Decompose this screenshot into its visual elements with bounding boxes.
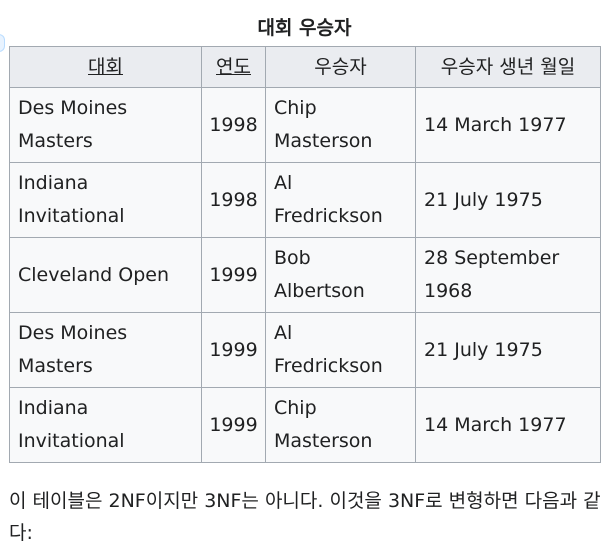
cell-winner: Al Fredrickson — [265, 162, 416, 238]
tournament-winners-table: 대회 연도 우승자 우승자 생년 월일 Des Moines Masters 1… — [9, 46, 601, 463]
cell-winner: Al Fredrickson — [265, 312, 416, 388]
header-winner-dob: 우승자 생년 월일 — [415, 46, 601, 88]
body-paragraph: 이 테이블은 2NF이지만 3NF는 아니다. 이것을 3NF로 변형하면 다음… — [9, 490, 601, 544]
side-tab-marker — [0, 34, 5, 52]
cell-winner-dob: 14 March 1977 — [415, 87, 601, 163]
cell-tournament: Indiana Invitational — [9, 162, 202, 238]
cell-winner: Chip Masterson — [265, 387, 416, 463]
cell-year: 1999 — [201, 312, 266, 388]
table-row: Cleveland Open 1999 Bob Albertson 28 Sep… — [9, 237, 601, 313]
header-tournament[interactable]: 대회 — [9, 46, 202, 88]
cell-winner-dob: 21 July 1975 — [415, 312, 601, 388]
table-row: Indiana Invitational 1999 Chip Masterson… — [9, 387, 601, 463]
table-row: Des Moines Masters 1998 Chip Masterson 1… — [9, 87, 601, 163]
sort-link-tournament[interactable]: 대회 — [88, 55, 123, 78]
cell-year: 1998 — [201, 162, 266, 238]
cell-year: 1999 — [201, 387, 266, 463]
cell-tournament: Des Moines Masters — [9, 87, 202, 163]
cell-year: 1999 — [201, 237, 266, 313]
header-winner: 우승자 — [265, 46, 416, 88]
header-year[interactable]: 연도 — [201, 46, 266, 88]
cell-winner: Chip Masterson — [265, 87, 416, 163]
table-row: Des Moines Masters 1999 Al Fredrickson 2… — [9, 312, 601, 388]
table-row: Indiana Invitational 1998 Al Fredrickson… — [9, 162, 601, 238]
cell-year: 1998 — [201, 87, 266, 163]
sort-link-year[interactable]: 연도 — [216, 55, 251, 78]
cell-winner: Bob Albertson — [265, 237, 416, 313]
table-header-row: 대회 연도 우승자 우승자 생년 월일 — [9, 46, 601, 88]
cell-tournament: Indiana Invitational — [9, 387, 202, 463]
cell-winner-dob: 14 March 1977 — [415, 387, 601, 463]
cell-tournament: Cleveland Open — [9, 237, 202, 313]
table-caption: 대회 우승자 — [257, 17, 352, 39]
cell-tournament: Des Moines Masters — [9, 312, 202, 388]
cell-winner-dob: 21 July 1975 — [415, 162, 601, 238]
cell-winner-dob: 28 September 1968 — [415, 237, 601, 313]
